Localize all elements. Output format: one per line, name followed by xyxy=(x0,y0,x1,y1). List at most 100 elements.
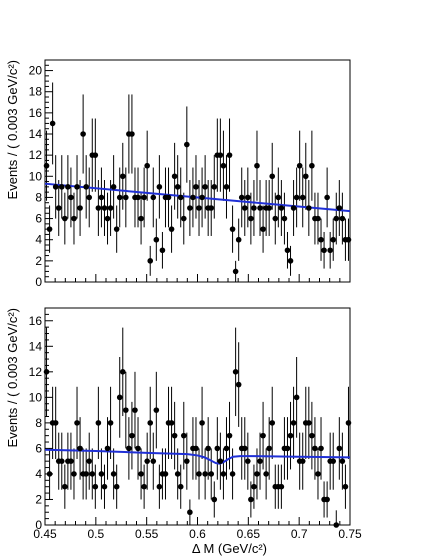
y-tick-label: 10 xyxy=(29,169,43,183)
data-point xyxy=(129,432,135,439)
data-point xyxy=(135,445,141,452)
y-tick-label: 18 xyxy=(29,85,43,99)
x-tick-label: 0.5 xyxy=(87,527,104,541)
data-point xyxy=(113,226,120,232)
data-point xyxy=(275,194,282,201)
y-tick-label: 4 xyxy=(35,467,42,481)
data-point xyxy=(190,194,196,201)
top-y-axis-ticks: 0 2 4 6 8 10 12 14 16 18 20 xyxy=(29,59,53,289)
data-point xyxy=(220,471,227,477)
y-tick-label: 2 xyxy=(35,254,42,268)
data-point xyxy=(144,458,150,464)
data-point xyxy=(318,236,324,243)
bottom-fit-curve-group xyxy=(44,448,351,465)
data-point xyxy=(330,458,337,464)
data-point xyxy=(119,369,126,375)
bottom-y-axis-ticks: 0 2 4 6 8 10 12 14 16 xyxy=(29,307,53,532)
data-point xyxy=(68,194,74,201)
y-tick-label: 10 xyxy=(29,390,43,404)
data-point xyxy=(104,445,111,452)
data-point xyxy=(156,483,163,490)
top-fit-curve-group xyxy=(44,182,351,213)
data-point xyxy=(296,162,303,169)
data-point xyxy=(95,205,102,211)
data-point xyxy=(180,432,187,439)
data-point xyxy=(187,509,193,516)
data-point xyxy=(238,194,245,201)
data-point xyxy=(98,471,105,477)
data-point xyxy=(306,420,312,426)
data-point xyxy=(336,205,343,211)
data-point xyxy=(162,471,169,477)
data-point xyxy=(245,194,251,201)
data-point xyxy=(95,420,102,426)
data-point xyxy=(199,420,205,426)
data-point xyxy=(327,247,333,254)
data-point xyxy=(202,184,208,190)
data-point xyxy=(55,205,62,211)
data-point xyxy=(345,236,352,243)
data-point xyxy=(156,184,163,190)
data-point xyxy=(132,407,138,413)
data-point xyxy=(245,458,251,464)
data-point xyxy=(324,194,330,201)
data-point xyxy=(214,445,221,452)
bottom-y-axis-title: Events / ( 0.003 GeV/c²) xyxy=(5,308,20,447)
data-point xyxy=(101,205,108,211)
data-point xyxy=(226,152,233,158)
data-point xyxy=(302,173,309,180)
data-point xyxy=(315,215,321,222)
data-point xyxy=(293,194,300,201)
data-point xyxy=(62,215,68,222)
data-point xyxy=(220,162,227,169)
data-point xyxy=(226,432,233,439)
data-point xyxy=(193,184,199,190)
data-point xyxy=(281,215,288,222)
y-tick-label: 14 xyxy=(29,339,43,353)
data-point xyxy=(68,458,74,464)
data-point xyxy=(223,184,230,190)
data-point xyxy=(144,162,150,169)
data-point xyxy=(65,184,71,190)
y-tick-label: 2 xyxy=(35,492,42,506)
y-tick-label: 6 xyxy=(35,212,42,226)
data-point xyxy=(217,152,224,158)
data-point xyxy=(52,184,59,190)
data-point xyxy=(71,215,77,222)
data-point xyxy=(46,226,53,232)
bottom-x-axis-title: Δ M (GeV/c²) xyxy=(192,541,267,556)
data-point xyxy=(110,184,117,190)
data-point xyxy=(153,407,160,413)
data-point xyxy=(165,194,172,201)
data-point xyxy=(309,432,315,439)
data-point xyxy=(199,194,205,201)
data-point xyxy=(284,247,291,254)
data-point xyxy=(174,471,181,477)
data-point xyxy=(232,268,239,275)
data-point xyxy=(251,205,257,211)
y-tick-label: 20 xyxy=(29,64,43,78)
data-point xyxy=(184,141,190,148)
data-point xyxy=(229,226,236,232)
data-point xyxy=(58,458,65,464)
data-point xyxy=(113,483,120,490)
data-point xyxy=(86,458,93,464)
bottom-data-points xyxy=(43,369,352,528)
data-point xyxy=(107,420,114,426)
data-point xyxy=(135,194,141,201)
bottom-x-axis-ticks: 0.45 0.5 0.55 0.6 0.65 0.7 0.75 xyxy=(33,517,362,541)
data-point xyxy=(98,194,105,201)
data-point xyxy=(171,432,178,439)
data-point xyxy=(83,184,89,190)
data-point xyxy=(171,173,178,180)
y-tick-label: 0 xyxy=(35,518,42,532)
data-point xyxy=(116,394,123,401)
x-tick-label: 0.45 xyxy=(33,527,57,541)
data-point xyxy=(248,496,254,503)
data-point xyxy=(150,458,157,464)
data-point xyxy=(159,247,166,254)
data-point xyxy=(241,445,248,452)
data-point xyxy=(174,184,181,190)
data-point xyxy=(196,471,202,477)
data-point xyxy=(299,458,306,464)
